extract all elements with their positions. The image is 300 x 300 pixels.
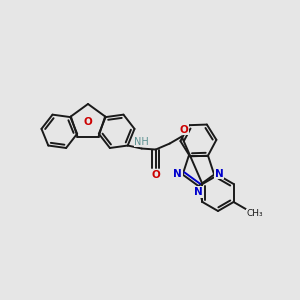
- Text: N: N: [194, 187, 203, 197]
- Text: O: O: [151, 169, 160, 179]
- Text: O: O: [84, 117, 92, 127]
- Text: CH₃: CH₃: [246, 209, 263, 218]
- Text: N: N: [173, 169, 182, 178]
- Text: NH: NH: [134, 136, 149, 146]
- Text: O: O: [179, 124, 188, 134]
- Text: N: N: [215, 169, 224, 178]
